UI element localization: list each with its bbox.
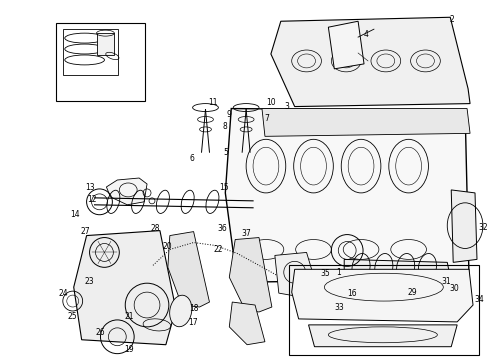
- Text: 16: 16: [347, 289, 357, 298]
- Text: 20: 20: [162, 242, 171, 251]
- Polygon shape: [451, 190, 477, 262]
- Polygon shape: [292, 269, 473, 322]
- Text: 17: 17: [188, 318, 197, 327]
- Ellipse shape: [423, 274, 459, 310]
- Text: 31: 31: [441, 277, 451, 286]
- Text: 13: 13: [85, 184, 95, 193]
- Text: 36: 36: [218, 224, 227, 233]
- Text: 5: 5: [223, 148, 228, 157]
- Text: 26: 26: [96, 328, 105, 337]
- Polygon shape: [225, 109, 469, 282]
- Text: 24: 24: [59, 289, 69, 298]
- Text: 28: 28: [150, 224, 160, 233]
- Text: 30: 30: [449, 284, 459, 293]
- Text: 10: 10: [266, 98, 276, 107]
- Polygon shape: [168, 231, 209, 307]
- Polygon shape: [229, 238, 272, 312]
- Text: 34: 34: [474, 294, 484, 303]
- Text: 32: 32: [478, 223, 488, 232]
- Polygon shape: [309, 325, 457, 347]
- Polygon shape: [262, 109, 470, 136]
- Polygon shape: [74, 231, 176, 345]
- Text: 4: 4: [364, 30, 368, 39]
- Bar: [63, 29, 118, 75]
- Text: 18: 18: [189, 305, 198, 314]
- Text: 33: 33: [334, 302, 344, 311]
- Text: 1: 1: [336, 268, 341, 277]
- Text: 12: 12: [87, 195, 97, 204]
- Text: 35: 35: [320, 269, 330, 278]
- Text: 3: 3: [284, 102, 289, 111]
- Text: 8: 8: [223, 122, 228, 131]
- Text: 7: 7: [265, 114, 270, 123]
- Text: 23: 23: [85, 277, 95, 286]
- Text: 22: 22: [214, 245, 223, 254]
- Text: 2: 2: [450, 15, 455, 24]
- Text: 14: 14: [70, 210, 79, 219]
- Polygon shape: [328, 21, 364, 69]
- Ellipse shape: [170, 295, 192, 327]
- Polygon shape: [275, 252, 318, 297]
- Polygon shape: [271, 17, 470, 107]
- Text: 19: 19: [124, 345, 134, 354]
- Bar: [56, 23, 145, 100]
- Text: 11: 11: [209, 98, 218, 107]
- Bar: [289, 265, 479, 355]
- Text: 25: 25: [68, 312, 77, 321]
- Polygon shape: [229, 302, 265, 345]
- Text: 9: 9: [227, 110, 232, 119]
- Bar: [97, 33, 114, 55]
- Text: 6: 6: [189, 154, 194, 163]
- Polygon shape: [344, 260, 450, 277]
- Text: 27: 27: [81, 227, 91, 236]
- Polygon shape: [106, 178, 147, 205]
- Text: 29: 29: [408, 288, 417, 297]
- Text: 15: 15: [220, 184, 229, 193]
- Text: 21: 21: [124, 312, 134, 321]
- Text: 37: 37: [241, 229, 251, 238]
